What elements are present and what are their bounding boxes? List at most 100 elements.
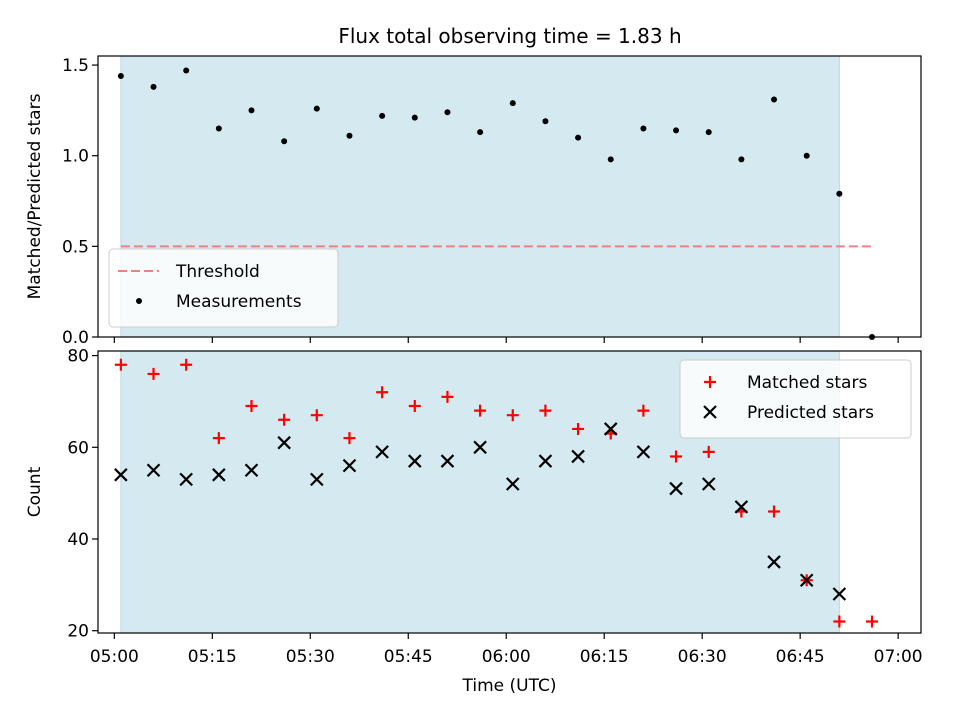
y-tick-label: 40 [67, 530, 89, 550]
axes-frame [97, 350, 922, 634]
predicted-star-point [571, 449, 585, 464]
y-tick-label: 0.0 [62, 328, 89, 348]
legend-label: Threshold [175, 262, 260, 282]
predicted-star-point [701, 477, 716, 491]
predicted-star-point [669, 481, 683, 496]
legend-matched-swatch [704, 376, 716, 388]
legend-label: Matched stars [747, 373, 867, 393]
measurement-point [705, 129, 712, 136]
matched-star-point [506, 409, 519, 422]
legend-label: Predicted stars [747, 403, 874, 423]
measurement-point [117, 72, 124, 79]
y-tick-label: 80 [67, 347, 89, 367]
measurement-point [346, 132, 353, 139]
predicted-star-point [636, 445, 651, 459]
predicted-star-point [146, 463, 161, 477]
measurement-point [738, 156, 745, 163]
measurement-point [411, 114, 418, 121]
y-axis-label: Matched/Predicted stars [25, 93, 45, 299]
measurement-point [313, 105, 320, 112]
legend-predicted-swatch [703, 405, 717, 419]
measurement-point [607, 156, 614, 163]
measurement-point [542, 118, 549, 125]
x-tick-label: 05:45 [384, 647, 433, 667]
predicted-star-point [734, 500, 749, 514]
matched-star-point [278, 413, 291, 426]
predicted-star-point [244, 463, 259, 477]
measurement-point [477, 129, 484, 136]
x-tick-label: 06:00 [482, 647, 531, 667]
matched-star-point [539, 404, 552, 417]
measurement-point [444, 109, 451, 116]
y-tick-label: 60 [67, 438, 89, 458]
x-tick-label: 07:00 [874, 647, 923, 667]
matched-star-point [637, 404, 650, 417]
y-tick-label: 1.0 [62, 147, 89, 167]
legend-label: Measurements [176, 292, 302, 312]
predicted-star-point [114, 468, 128, 482]
matched-star-point [310, 409, 323, 422]
y-tick-label: 1.5 [62, 56, 89, 76]
predicted-star-point [505, 477, 520, 491]
measurement-point [771, 96, 778, 103]
measurement-point [150, 83, 157, 90]
x-tick-label: 05:15 [188, 647, 237, 667]
predicted-star-point [342, 458, 357, 473]
predicted-star-point [832, 587, 847, 601]
legend-measurement-swatch [136, 298, 142, 304]
matched-star-point [114, 358, 127, 371]
matched-star-point [408, 400, 421, 413]
x-axis-label: Time (UTC) [462, 676, 557, 696]
legend: Threshold Measurements [108, 248, 339, 328]
x-tick-label: 05:00 [90, 647, 139, 667]
x-tick-label: 06:15 [580, 647, 629, 667]
matched-star-point [670, 450, 683, 463]
predicted-star-point [799, 573, 814, 588]
predicted-star-point [767, 555, 781, 569]
matched-star-point [768, 505, 781, 518]
matched-star-point [245, 400, 258, 413]
y-tick-label: 0.5 [62, 237, 89, 257]
predicted-star-point [440, 454, 455, 468]
matched-star-point [572, 422, 585, 435]
measurement-point [640, 125, 647, 132]
axes-frame [97, 55, 922, 338]
bottom-panel: 20 40 60 80 05:00 05:15 05:30 05:45 06:00 06:15 06… [25, 347, 923, 696]
top-panel: 0.0 0.5 1.0 1.5 Matched/Predicted stars Thres… [25, 55, 922, 348]
matched-star-point [702, 445, 715, 458]
measurement-point [215, 125, 222, 132]
predicted-star-point [277, 435, 291, 450]
legend: Matched stars Predicted stars [679, 359, 912, 439]
predicted-star-point [310, 472, 324, 487]
figure-title: Flux total observing time = 1.83 h [338, 24, 681, 48]
predicted-star-point [179, 472, 193, 487]
matched-star-point [376, 386, 389, 399]
measurement-point [248, 107, 255, 114]
matched-star-point [147, 367, 160, 380]
predicted-star-point [538, 454, 553, 468]
y-tick-label: 20 [67, 622, 89, 642]
x-tick-label: 06:45 [776, 647, 825, 667]
y-axis-label: Count [25, 466, 45, 517]
matched-star-point [441, 390, 454, 403]
measurement-point [673, 127, 680, 134]
legend-box [679, 359, 912, 439]
matched-star-point [180, 358, 193, 371]
measurement-point [803, 152, 810, 159]
predicted-star-point [408, 454, 422, 468]
matched-star-point [212, 432, 225, 445]
predicted-star-point [603, 422, 618, 436]
measurement-point [183, 67, 190, 74]
x-tick-label: 06:30 [678, 647, 727, 667]
predicted-star-point [473, 440, 487, 455]
legend-box [108, 248, 339, 328]
matched-star-point [833, 615, 846, 628]
measurement-point [836, 190, 843, 197]
matched-star-point [866, 615, 879, 628]
measurement-point [575, 134, 582, 141]
measurement-point [379, 112, 386, 119]
matched-star-point [474, 404, 487, 417]
predicted-star-point [212, 468, 226, 482]
matched-star-point [343, 432, 356, 445]
